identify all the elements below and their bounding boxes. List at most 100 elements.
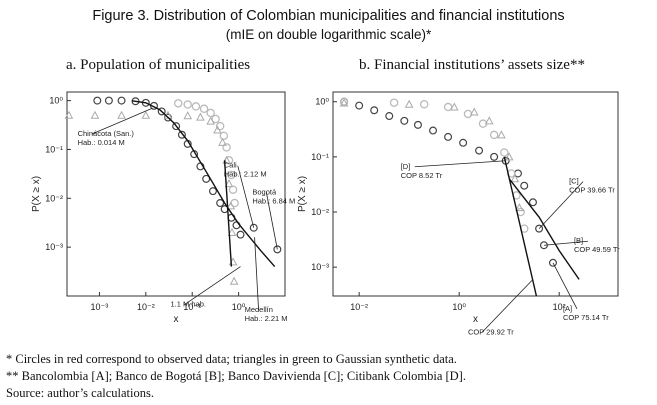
panel-a-series-2-triangle-point <box>227 227 237 236</box>
panel-b-x-tick-label: 10⁻² <box>350 302 368 312</box>
panel-a-series-0-dark-circle-point <box>208 187 217 196</box>
panel-a-series-0-dark-circle-point <box>236 230 245 239</box>
panel-a-series-0-dark-circle-point <box>172 122 181 131</box>
panel-b-annotation-label: [B] <box>574 236 583 245</box>
panel-a-series-1-light-circle-point <box>199 104 209 114</box>
panel-b-annotation-arrow <box>538 181 584 229</box>
panel-a-series-2-triangle-point <box>213 125 222 134</box>
panel-b-series-1-light-circle-point <box>489 130 499 140</box>
panel-b-series-1-light-circle-point <box>339 97 349 106</box>
panel-b-y-tick-label: 10⁻² <box>311 207 329 217</box>
panel-a-series-0-dark-circle-point <box>249 223 258 232</box>
panel-a-series-2-triangle-point <box>218 137 227 146</box>
panel-a-series-1-light-circle-point <box>219 131 229 141</box>
panel-a-x-tick-label: 10⁻³ <box>91 302 109 312</box>
panel-a-series-0-dark-circle-point <box>157 107 166 116</box>
panel-b-series-2-triangle-point <box>510 174 520 183</box>
panel-b-series-0-dark-circle-point <box>490 152 499 161</box>
panel-b-series-1-light-circle-point <box>419 99 429 109</box>
panel-b-y-tick-label: 10⁻³ <box>311 262 329 272</box>
panel-a-annotation-arrow <box>254 237 259 311</box>
panel-a-series-2-triangle-point <box>90 110 100 119</box>
panel-b-annotation-label: COP 39.66 Tr <box>569 186 615 195</box>
panel-a-series-1-light-circle-point <box>227 170 236 180</box>
panel-b-annotation-label: [C] <box>569 177 579 186</box>
panel-a-series-2-triangle-point <box>224 179 234 188</box>
panel-b-series-0-dark-circle-point <box>475 146 484 155</box>
panel-a-series-1-light-circle-point <box>215 121 225 131</box>
panel-b-series-0-dark-circle-point <box>413 120 422 129</box>
panel-a-y-axis-label: P(X ≥ x) <box>31 176 42 212</box>
panel-b-series-0-dark-circle-point <box>459 138 468 147</box>
figure-subtitle: (mIE on double logarithmic scale)* <box>225 27 432 42</box>
panel-a-annotation-label: Bogotá <box>252 187 277 196</box>
panel-a-series-0-dark-circle-point <box>273 245 282 254</box>
panel-a-title: a. Population of municipalities <box>66 57 251 73</box>
panel-a-annotation-arrow <box>184 266 241 305</box>
panel-a-series-1-light-circle-point <box>191 102 201 111</box>
panel-a-series-0-dark-circle-point <box>177 130 186 139</box>
panel-b-series-2-triangle-point <box>504 152 514 161</box>
panel-b-annotation-arrow <box>552 262 578 309</box>
panel-a-annotation-label: Chinácota (San.) <box>78 129 135 138</box>
panel-b-annotation-label: [D] <box>401 162 411 171</box>
panel-b-annotation-label: COP 29.92 Tr <box>468 327 514 336</box>
panel-a-series-1-light-circle-point <box>211 114 220 124</box>
panel-a-series-0-dark-circle-point <box>117 96 126 105</box>
figure-title: Figure 3. Distribution of Colombian muni… <box>92 8 565 24</box>
panel-b-series-0-dark-circle-point <box>528 198 537 207</box>
panel-a-series-1-light-circle-point <box>183 100 192 109</box>
panel-a-series-2-triangle-point <box>222 155 231 164</box>
panel-a-series-2-triangle-point <box>183 111 193 120</box>
panel-a-annotation-label: Hab.: 0.014 M <box>78 138 125 147</box>
panel-b-x-tick-label: 10² <box>553 302 566 312</box>
panel-a-series-2-triangle-point <box>196 112 205 121</box>
panel-a-x-axis-label: x <box>174 314 179 325</box>
panel-b-annotation-arrow <box>414 160 506 168</box>
panel-a-series-2-triangle-point <box>206 116 216 125</box>
panel-a-series-3-fit-line <box>131 100 276 268</box>
panel-a-annotation-label: Medellín <box>245 305 273 314</box>
panel-b-series-2-triangle-point <box>484 116 494 125</box>
panel-b-series-0-dark-circle-point <box>355 101 364 110</box>
panel-b-y-axis-label: P(X ≥ x) <box>297 176 308 212</box>
panel-a-series-4-fit-line <box>223 160 233 267</box>
panel-a-series-2-triangle-point <box>141 110 151 119</box>
panel-a-y-tick-label: 10⁻³ <box>45 242 63 252</box>
panel-a-annotation-arrow <box>237 165 255 228</box>
panel-b-annotation-label: [A] <box>563 304 572 313</box>
panel-a-annotation-label: Hab.: 2.21 M <box>245 314 288 323</box>
panel-a-y-tick-label: 10⁻² <box>45 193 63 203</box>
panel-b-series-4-fit-line <box>508 178 580 280</box>
panel-a-y-tick-label: 10⁰ <box>49 96 63 106</box>
panel-a-annotation-label: Hab.: 2.12 M <box>224 170 267 179</box>
panel-b-series-0-dark-circle-point <box>429 126 438 135</box>
panel-a-annotation-arrow <box>265 192 278 250</box>
panel-b-series-2-triangle-point <box>469 107 479 116</box>
panel-b-annotation-label: COP 49.59 Tr <box>574 245 620 254</box>
charts-canvas: 10⁻³ 10⁻² 10⁻¹ 10⁰ 10⁰ 10⁻¹ 10⁻² 10⁻³ x P(X ≥ x) C… <box>31 91 620 336</box>
panel-a-series-2-triangle-point <box>226 201 236 210</box>
panel-a-y-tick-label: 10⁻¹ <box>45 144 63 154</box>
panel-a-series-0-dark-circle-point <box>104 96 113 105</box>
panel-b-series-0-dark-circle-point <box>548 258 557 267</box>
panel-b-series-0-dark-circle-point <box>535 224 544 233</box>
panel-a-series-1-light-circle-point <box>173 99 183 108</box>
panel-b-plot-frame <box>332 91 619 297</box>
panel-a-series-0-dark-circle-point <box>202 174 211 183</box>
panel-b-series-1-light-circle-point <box>443 102 453 112</box>
panel-a-x-tick-label: 10⁻² <box>137 302 155 312</box>
panel-b-annotation-label: COP 75.14 Tr <box>563 313 609 322</box>
panel-a-series-2-triangle-point <box>64 110 74 119</box>
panel-b-y-tick-label: 10⁻¹ <box>311 152 329 162</box>
panel-b-series-2-triangle-point <box>515 203 524 212</box>
footnote-source: Source: author’s calculations. <box>6 386 154 400</box>
panel-a-annotation-label: Hab.: 6.84 M <box>252 196 295 205</box>
panel-b-x-tick-label: 10⁰ <box>452 302 466 312</box>
panel-a-series-1-light-circle-point <box>228 185 238 194</box>
panel-a-annotation-label: 1.1 M hab. <box>171 300 206 309</box>
panel-b-series-2-triangle-point <box>404 99 414 108</box>
panel-b-series-0-dark-circle-point <box>444 132 453 141</box>
footnote-banks: ** Bancolombia [A]; Banco de Bogotá [B];… <box>6 369 466 383</box>
panel-a-series-1-light-circle-point <box>206 108 215 118</box>
